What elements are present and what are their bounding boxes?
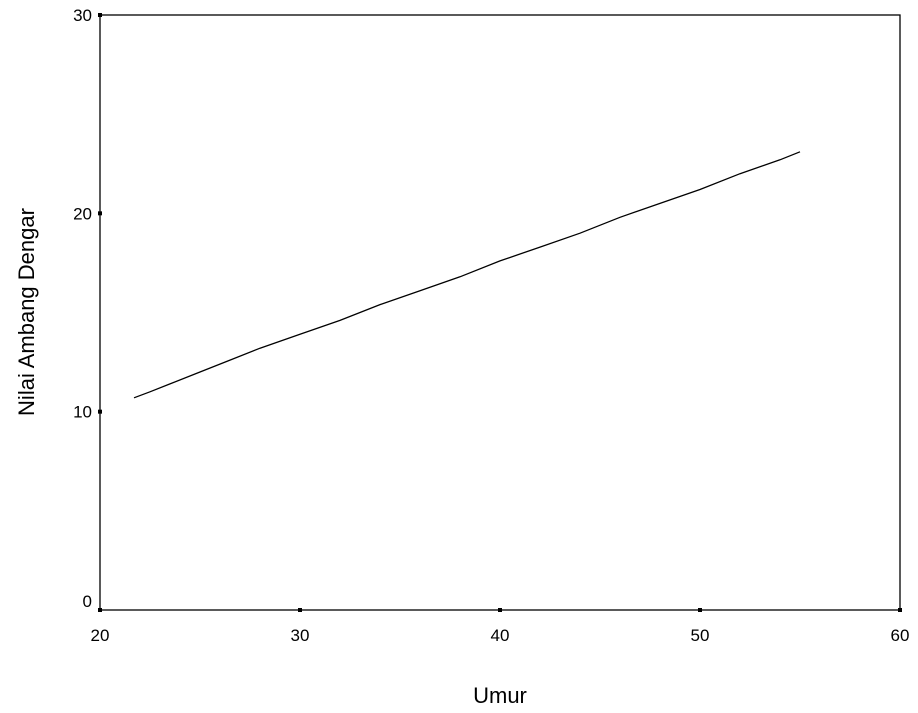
x-tick-label: 60 [891,626,910,645]
series-line [133,151,801,399]
y-tick-mark [98,13,102,17]
plot-area-frame [99,14,901,611]
x-axis-title: Umur [473,683,527,708]
x-tick-label: 20 [91,626,110,645]
y-tick-label: 30 [73,6,92,25]
x-tick-label: 30 [291,626,310,645]
x-tick-label: 50 [691,626,710,645]
x-tick-label: 40 [491,626,510,645]
x-tick-mark [698,608,702,612]
x-tick-mark [498,608,502,612]
y-tick-mark [98,409,102,414]
y-tick-mark [98,608,102,612]
y-tick-label: 20 [73,204,92,223]
x-tick-mark [298,608,302,612]
y-tick-label: 0 [83,592,92,611]
y-tick-mark [98,211,102,216]
y-axis-title: Nilai Ambang Dengar [14,208,39,416]
y-tick-label: 10 [73,403,92,422]
axis-ticks [98,13,902,612]
x-tick-mark [898,608,902,612]
axis-tick-labels: 20 30 40 50 60 0 10 20 30 [73,6,909,645]
